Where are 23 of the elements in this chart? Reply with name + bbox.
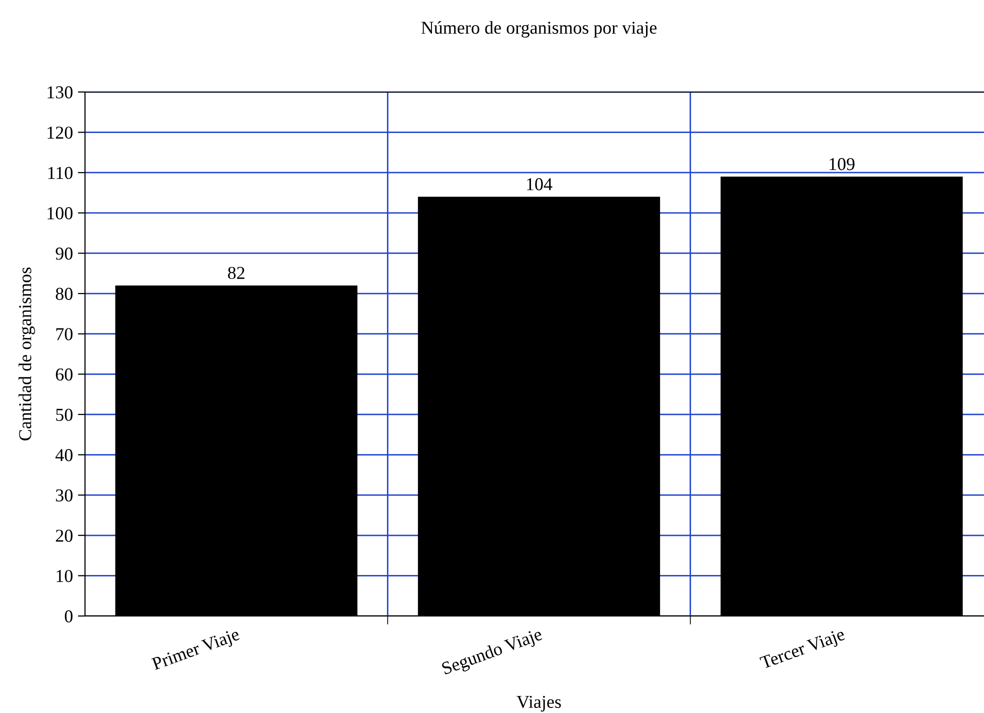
data-label: 109 [830, 158, 854, 170]
y-tick-label: 20 [56, 530, 73, 542]
y-axis-title: Cantidad de organismos [18, 268, 35, 440]
y-tick-label: 40 [55, 449, 73, 462]
y-tick-label: 60 [56, 368, 73, 381]
y-tick-label: 30 [56, 489, 73, 502]
y-tick-label: 50 [56, 408, 73, 421]
y-tick-label: 0 [64, 610, 73, 622]
y-tick-label: 110 [48, 166, 73, 180]
x-tick-label: Segundo Viaje [441, 627, 544, 678]
data-label: 82 [228, 266, 244, 280]
y-tick-label: 100 [48, 207, 73, 220]
x-axis-title: Viajes [516, 696, 561, 712]
x-tick-label: Primer Viaje [151, 628, 242, 674]
y-tick-label: 120 [48, 126, 73, 139]
x-tick-label: Tercer Viaje [759, 628, 847, 672]
data-label: 104 [527, 178, 552, 190]
y-tick-label: 130 [48, 86, 73, 98]
y-tick-label: 90 [56, 247, 73, 260]
chart-title: Número de organismos por viaje [421, 21, 657, 38]
y-tick-label: 70 [56, 328, 73, 340]
y-tick-label: 80 [56, 288, 73, 300]
y-tick-label: 10 [56, 570, 73, 582]
